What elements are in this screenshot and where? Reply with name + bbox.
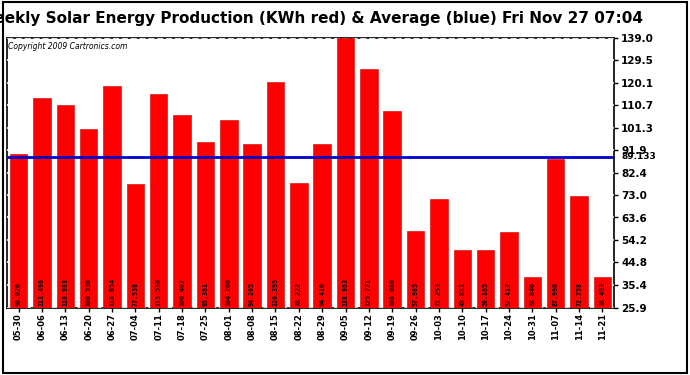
Bar [173,115,191,308]
Bar [126,184,144,308]
Bar [104,86,121,308]
Bar [10,154,28,308]
Bar [593,278,611,308]
Text: 110.903: 110.903 [62,278,68,306]
Text: 125.771: 125.771 [366,278,372,306]
Text: 90.026: 90.026 [16,282,21,306]
Text: 57.985: 57.985 [413,282,419,306]
Text: 138.963: 138.963 [342,278,348,306]
Text: 95.361: 95.361 [202,282,208,306]
Text: 72.758: 72.758 [576,282,582,306]
Text: 78.222: 78.222 [296,282,302,306]
Text: Copyright 2009 Cartronics.com: Copyright 2009 Cartronics.com [8,42,128,51]
Text: 113.496: 113.496 [39,278,45,306]
Bar [150,94,168,308]
Bar [571,196,588,308]
Bar [337,38,354,308]
Text: 87.990: 87.990 [553,282,559,306]
Text: 118.654: 118.654 [109,278,115,306]
Bar [33,98,50,308]
Text: 71.253: 71.253 [436,282,442,306]
Bar [407,231,424,308]
Text: 108.080: 108.080 [389,278,395,306]
Bar [477,250,495,308]
Bar [313,144,331,308]
Text: 94.416: 94.416 [319,282,325,306]
Text: 120.395: 120.395 [273,278,279,306]
Text: 57.412: 57.412 [506,282,512,306]
Text: 115.510: 115.510 [156,278,161,306]
Bar [453,251,471,308]
Bar [197,142,214,308]
Text: 38.846: 38.846 [529,282,535,306]
Bar [524,277,541,308]
Bar [80,129,97,308]
Text: Weekly Solar Energy Production (KWh red) & Average (blue) Fri Nov 27 07:04: Weekly Solar Energy Production (KWh red)… [0,11,643,26]
Bar [57,105,74,308]
Text: 38.493: 38.493 [600,282,605,306]
Text: 77.538: 77.538 [132,282,139,306]
Bar [244,144,261,308]
Text: 89.133: 89.133 [621,152,656,161]
Bar [430,199,448,308]
Text: 50.165: 50.165 [482,282,489,306]
Bar [547,159,564,308]
Text: 100.536: 100.536 [86,278,92,306]
Text: 106.407: 106.407 [179,278,185,306]
Bar [500,232,518,308]
Text: 94.205: 94.205 [249,282,255,306]
Text: 104.266: 104.266 [226,278,232,306]
Bar [220,120,237,308]
Bar [360,69,377,308]
Bar [384,111,401,308]
Text: 49.811: 49.811 [460,282,465,306]
Bar [290,183,308,308]
Bar [267,82,284,308]
